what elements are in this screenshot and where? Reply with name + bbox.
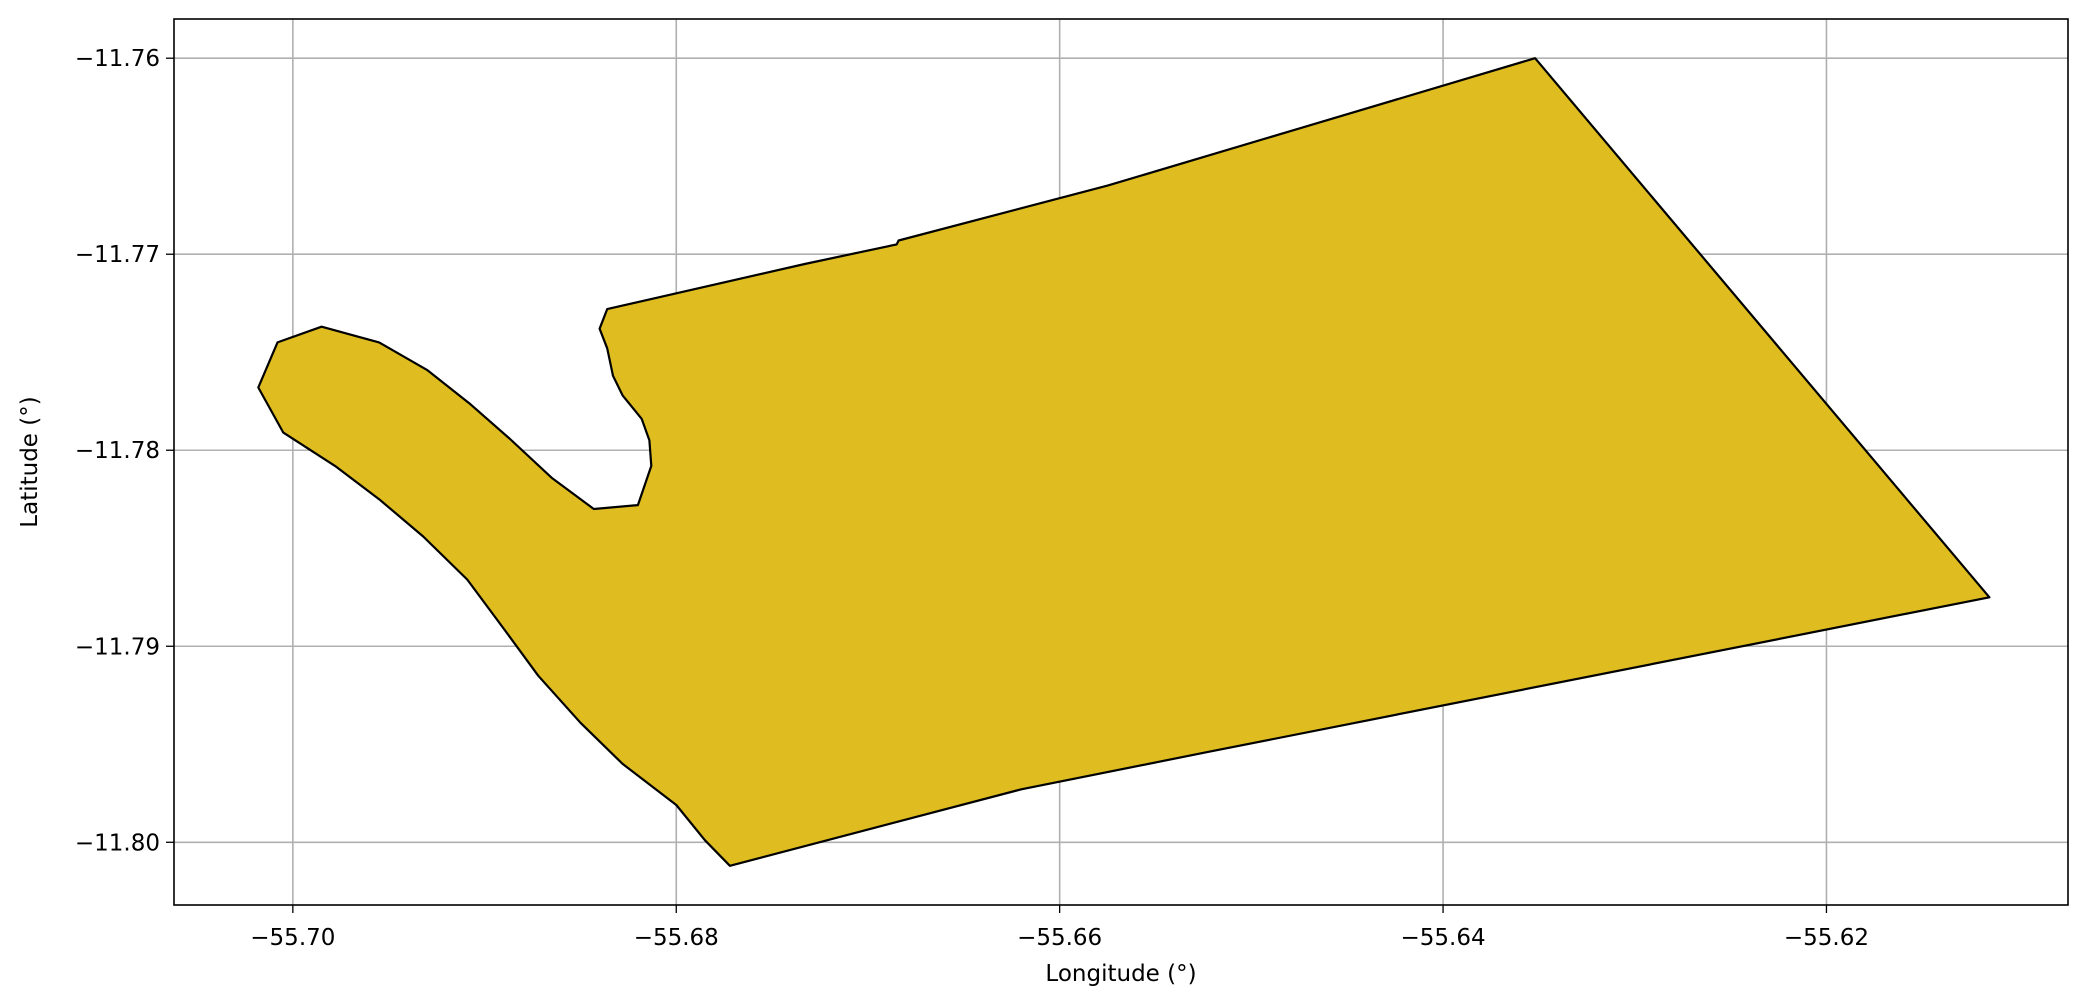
x-axis: −55.70 −55.68 −55.66 −55.64 −55.62 [250, 905, 1869, 951]
plot-frame [173, 18, 2069, 906]
x-axis-label: Longitude (°) [1045, 961, 1196, 987]
y-tick-label: −11.77 [75, 242, 160, 268]
y-axis: −11.76 −11.77 −11.78 −11.79 −11.80 [75, 46, 174, 856]
y-tick-label: −11.78 [75, 438, 160, 464]
y-tick-label: −11.80 [75, 830, 160, 856]
x-tick-label: −55.68 [634, 925, 719, 951]
x-tick-label: −55.70 [250, 925, 335, 951]
y-axis-label: Latitude (°) [17, 396, 43, 527]
x-tick-label: −55.62 [1784, 925, 1869, 951]
y-tick-label: −11.79 [75, 634, 160, 660]
region-polygon [257, 57, 1991, 867]
x-tick-label: −55.64 [1400, 925, 1485, 951]
x-tick-label: −55.66 [1017, 925, 1102, 951]
y-tick-label: −11.76 [75, 46, 160, 72]
